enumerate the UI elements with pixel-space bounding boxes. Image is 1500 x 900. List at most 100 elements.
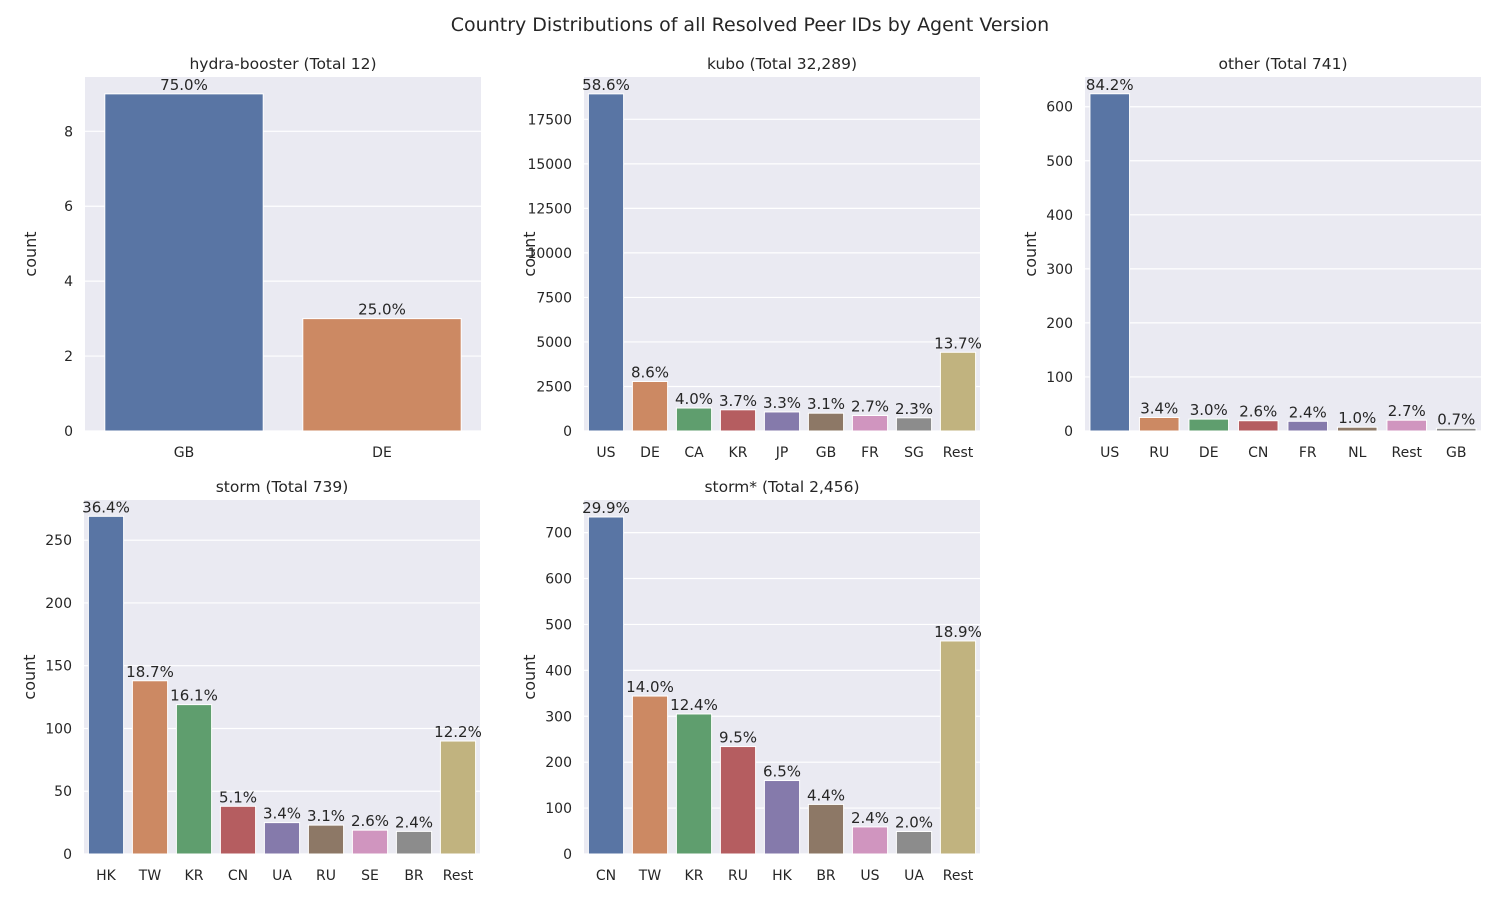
bar-tw <box>131 680 169 855</box>
x-tick-label-us: US <box>596 445 615 461</box>
y-tick-label: 0 <box>63 847 72 863</box>
bar-us <box>587 93 625 432</box>
bar-label-us: 58.6% <box>582 76 630 94</box>
bar-label-jp: 3.3% <box>763 394 801 412</box>
bar-label-nl: 1.0% <box>1338 409 1376 427</box>
y-tick-label: 7500 <box>536 290 572 306</box>
x-tick-label-fr: FR <box>1299 445 1317 461</box>
bar-label-hk: 36.4% <box>82 498 130 516</box>
bar-label-us: 84.2% <box>1086 76 1134 94</box>
bar-fr <box>851 415 889 432</box>
y-axis-label: count <box>520 231 539 276</box>
subplot-5: 0 100 200 300 400 500 600 700 29.9% CN 14.0% TW 12.4… <box>520 478 982 884</box>
x-tick-label-tw: TW <box>638 868 662 884</box>
bar-label-gb: 3.1% <box>807 395 845 413</box>
bar-label-hk: 6.5% <box>763 763 801 781</box>
bar-label-gb: 0.7% <box>1437 410 1475 428</box>
x-tick-label-ua: UA <box>904 868 924 884</box>
x-tick-label-rest: Rest <box>443 868 474 884</box>
x-tick-label-cn: CN <box>228 868 248 884</box>
y-tick-label: 200 <box>45 596 72 612</box>
bar-nl <box>1336 426 1378 432</box>
bar-label-ru: 3.1% <box>307 807 345 825</box>
bar-label-de: 8.6% <box>631 363 669 381</box>
x-tick-label-us: US <box>860 868 879 884</box>
x-tick-label-gb: GB <box>816 445 836 461</box>
bar-label-ua: 2.0% <box>895 814 933 832</box>
bar-gb <box>807 412 845 432</box>
y-tick-label: 400 <box>545 663 572 679</box>
y-tick-label: 200 <box>545 755 572 771</box>
x-tick-label-ru: RU <box>316 868 336 884</box>
bar-label-ru: 3.4% <box>1140 399 1178 417</box>
bar-label-de: 3.0% <box>1190 401 1228 419</box>
bar-tw <box>631 695 669 855</box>
y-tick-label: 400 <box>1046 208 1073 224</box>
y-tick-label: 300 <box>545 709 572 725</box>
x-tick-label-kr: KR <box>185 868 204 884</box>
bar-rest <box>1386 419 1428 432</box>
bar-label-tw: 18.7% <box>126 663 174 681</box>
x-tick-label-br: BR <box>404 868 424 884</box>
plot-background <box>584 77 980 431</box>
bar-label-ua: 3.4% <box>263 805 301 823</box>
subplot-2: 0 2500 5000 7500 10000 12500 15000 17500 58.6% US… <box>520 55 982 461</box>
bar-label-ca: 4.0% <box>675 390 713 408</box>
y-tick-label: 600 <box>1046 100 1073 116</box>
x-tick-label-cn: CN <box>596 868 616 884</box>
bar-label-de: 25.0% <box>358 301 406 319</box>
x-tick-label-se: SE <box>361 868 379 884</box>
bar-kr <box>175 704 213 855</box>
bar-cn <box>219 805 257 855</box>
y-tick-label: 100 <box>45 721 72 737</box>
x-tick-label-de: DE <box>372 445 392 461</box>
y-tick-label: 2 <box>64 349 73 365</box>
bar-ca <box>675 407 713 432</box>
x-tick-label-nl: NL <box>1348 445 1366 461</box>
bar-label-gb: 75.0% <box>160 76 208 94</box>
x-tick-label-hk: HK <box>772 868 793 884</box>
y-tick-label: 12500 <box>527 201 572 217</box>
bar-label-kr: 3.7% <box>719 392 757 410</box>
subplot-1: 0 2 4 6 8 75.0% GB 25.0% DE hydra-booster (Total … <box>21 55 481 461</box>
y-tick-label: 100 <box>545 801 572 817</box>
subplot-3: 0 100 200 300 400 500 600 84.2% US 3.4% RU 3.0% DE 2.… <box>1021 55 1481 461</box>
y-tick-label: 250 <box>45 533 72 549</box>
bar-label-kr: 16.1% <box>170 687 218 705</box>
y-tick-label: 5000 <box>536 335 572 351</box>
subplot-title: storm (Total 739) <box>216 478 349 496</box>
bar-label-us: 2.4% <box>851 809 889 827</box>
bar-fr <box>1287 420 1329 432</box>
y-tick-label: 300 <box>1046 262 1073 278</box>
x-tick-label-kr: KR <box>685 868 704 884</box>
y-tick-label: 150 <box>45 659 72 675</box>
bar-us <box>851 826 889 855</box>
subplot-title: other (Total 741) <box>1218 55 1347 73</box>
bar-hk <box>763 780 801 855</box>
bar-cn <box>1237 420 1279 432</box>
bar-ru <box>307 824 345 855</box>
bar-label-br: 2.4% <box>395 813 433 831</box>
y-tick-label: 2500 <box>536 379 572 395</box>
y-axis-label: count <box>20 654 39 699</box>
bar-ua <box>895 831 933 855</box>
x-tick-label-sg: SG <box>904 445 924 461</box>
bar-label-sg: 2.3% <box>895 400 933 418</box>
bar-br <box>395 830 433 855</box>
bar-ru <box>1138 416 1180 432</box>
x-tick-label-gb: GB <box>174 445 194 461</box>
x-tick-label-de: DE <box>640 445 660 461</box>
x-tick-label-fr: FR <box>861 445 879 461</box>
x-tick-label-hk: HK <box>96 868 117 884</box>
x-tick-label-jp: JP <box>775 445 789 461</box>
x-tick-label-kr: KR <box>729 445 748 461</box>
y-tick-label: 500 <box>545 617 572 633</box>
y-tick-label: 10000 <box>527 246 572 262</box>
bar-de <box>302 318 462 432</box>
bar-label-rest: 18.9% <box>934 623 982 641</box>
y-tick-label: 100 <box>1046 370 1073 386</box>
x-tick-label-rest: Rest <box>943 445 974 461</box>
subplot-title: kubo (Total 32,289) <box>707 55 857 73</box>
bar-de <box>631 380 669 432</box>
